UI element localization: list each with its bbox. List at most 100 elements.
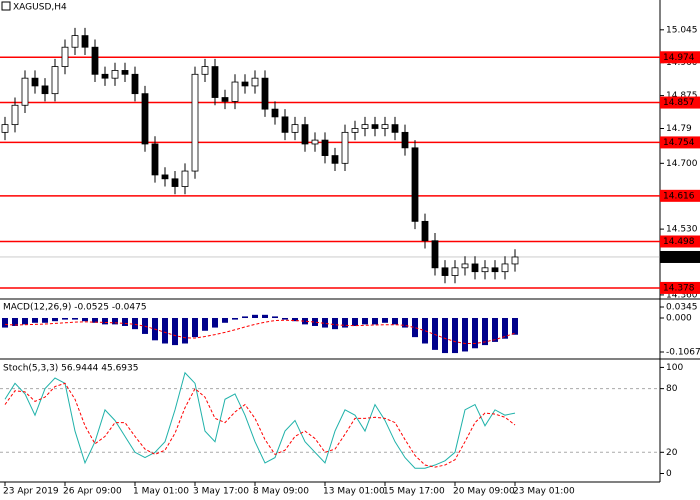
candle-body [481, 267, 489, 273]
macd-bar [92, 318, 98, 323]
y-tick-label: -0.1067 [666, 348, 700, 358]
candle-body [471, 263, 479, 273]
current-price-box [660, 250, 700, 263]
macd-signal-line [4, 319, 516, 344]
current-price-label: 14.458 [663, 252, 695, 262]
macd-bar [272, 316, 278, 319]
candle-body [301, 124, 309, 145]
candle-body [171, 178, 179, 187]
macd-bar [502, 318, 508, 339]
macd-bar [222, 318, 228, 323]
candle-body [221, 97, 229, 102]
x-tick-label: 20 May 09:00 [453, 487, 515, 497]
candle-body [341, 131, 349, 164]
macd-bar [182, 318, 188, 344]
candle-body [81, 35, 89, 48]
candle-body [11, 104, 19, 126]
macd-bar [22, 318, 28, 325]
candle-body [211, 66, 219, 98]
macd-bar [72, 318, 78, 320]
candle-body [191, 73, 199, 172]
candle-body [51, 66, 59, 95]
y-tick-label: 0 [666, 469, 672, 479]
macd-bar [252, 314, 258, 319]
candle-body [131, 73, 139, 95]
candle-body [401, 131, 409, 149]
x-tick-label: 23 Apr 2019 [3, 487, 59, 497]
candle-body [121, 70, 129, 75]
candle-body [381, 124, 389, 129]
candle-body [441, 267, 449, 276]
macd-bar [442, 318, 448, 354]
candle-body [331, 155, 339, 164]
macd-bar [462, 318, 468, 352]
macd-bar [242, 316, 248, 319]
candle-body [31, 77, 39, 87]
candle-body [251, 77, 259, 87]
candle-body [231, 81, 239, 102]
level-label: 14.498 [663, 237, 695, 247]
macd-bar [382, 318, 388, 323]
macd-bar [392, 318, 398, 325]
macd-bar [212, 318, 218, 328]
y-tick-label: 15.045 [666, 25, 698, 35]
x-tick-label: 15 May 17:00 [383, 487, 445, 497]
level-label-box [660, 136, 700, 149]
y-tick-label: 0.0345 [666, 303, 698, 313]
candle-body [261, 77, 269, 110]
candle-body [1, 124, 9, 133]
macd-bar [452, 318, 458, 354]
macd-bar [352, 318, 358, 326]
macd-bar [332, 318, 338, 330]
level-label-box [660, 96, 700, 109]
level-label-box [660, 281, 700, 294]
candle-body [361, 124, 369, 129]
candle-body [111, 70, 119, 79]
candle-body [21, 77, 29, 106]
macd-bar [132, 318, 138, 330]
y-tick-label: 14.875 [666, 91, 698, 101]
candle-body [461, 263, 469, 269]
title-icon [1, 1, 11, 11]
macd-bar [52, 318, 58, 322]
macd-bar [282, 318, 288, 320]
panel-title: MACD(12,26,9) -0.0525 -0.0475 [3, 303, 147, 313]
candle-body [491, 267, 499, 273]
level-label: 14.378 [663, 283, 695, 293]
level-label: 14.857 [663, 98, 695, 108]
candle-body [421, 220, 429, 242]
candle-body [511, 256, 519, 265]
macd-bar [412, 318, 418, 338]
level-label: 14.754 [663, 138, 695, 148]
macd-bar [192, 318, 198, 338]
macd-bar [432, 318, 438, 350]
y-tick-label: 100 [666, 363, 683, 373]
macd-bar [482, 318, 488, 346]
x-tick-label: 23 May 01:00 [513, 487, 575, 497]
x-tick-label: 1 May 01:00 [133, 487, 189, 497]
macd-bar [112, 318, 118, 325]
macd-bar [262, 314, 268, 319]
macd-bar [372, 318, 378, 325]
y-tick-label: 14.700 [666, 159, 698, 169]
x-tick-label: 26 Apr 09:00 [63, 487, 122, 497]
macd-bar [32, 318, 38, 323]
stoch-main-line [4, 371, 516, 469]
candle-body [91, 46, 99, 75]
x-tick-label: 8 May 09:00 [253, 487, 309, 497]
y-tick-label: 20 [666, 448, 678, 458]
macd-bar [362, 318, 368, 325]
candle-body [161, 174, 169, 180]
candle-body [431, 240, 439, 269]
macd-bar [202, 318, 208, 331]
candle-body [181, 170, 189, 187]
macd-bar [122, 318, 128, 326]
macd-bar [342, 318, 348, 328]
macd-bar [162, 318, 168, 344]
panel-title: Stoch(5,3,3) 56.9444 45.6935 [3, 364, 138, 374]
candle-body [141, 93, 149, 145]
macd-bar [82, 318, 88, 322]
candle-body [311, 139, 319, 145]
